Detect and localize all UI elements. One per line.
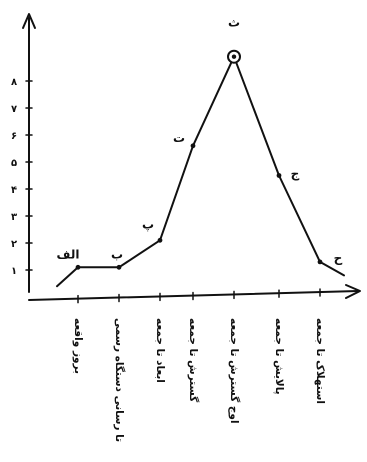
point-label: الف xyxy=(57,247,80,261)
y-axis-arrowhead xyxy=(22,13,36,29)
stage-label-line: استهلاک تا جمعه xyxy=(314,318,326,404)
stage-label-line: تا رسانی دستگاه رسمی xyxy=(113,318,126,442)
y-tick-label: ۴ xyxy=(11,185,17,196)
stage-label: پالایش تا جمعه xyxy=(273,318,285,395)
stage-label: اوج گسترش تا جمعه xyxy=(228,318,241,424)
stage-label-line: گسترش تا جمعه xyxy=(187,318,200,403)
x-ticks xyxy=(77,288,321,304)
y-tick-label: ۵ xyxy=(11,158,17,169)
curve-point xyxy=(190,143,196,149)
y-tick-label: ٧ xyxy=(11,104,17,115)
point-label: ب xyxy=(111,247,123,261)
y-tick-label: ۶ xyxy=(11,131,17,142)
x-axis xyxy=(28,284,361,304)
point-label: ث xyxy=(228,16,240,30)
stage-label: بروز واقعه xyxy=(72,318,84,374)
curve-layer xyxy=(56,49,345,288)
stage-label-line: ابعاد تا جمعه xyxy=(154,318,166,383)
y-axis: ١ ٢ ٣ ۴ ۵ ۶ ٧ ٨ xyxy=(11,13,36,293)
y-tick-label: ٢ xyxy=(11,239,17,250)
y-tick-label: ٨ xyxy=(11,77,17,88)
point-label: ج xyxy=(291,167,300,181)
point-label: پ xyxy=(142,217,154,231)
point-label: ح xyxy=(334,251,343,265)
stage-label: ابعاد تا جمعه xyxy=(154,318,166,383)
peak-point-dot xyxy=(231,54,237,59)
y-tick-label: ١ xyxy=(11,266,17,277)
point-label: ت xyxy=(173,131,185,145)
curve-point xyxy=(116,264,122,270)
point-labels: الف ب پ ت ث ج ح xyxy=(57,16,343,265)
stage-label-line: بروز واقعه xyxy=(72,318,84,374)
y-tick-label: ٣ xyxy=(11,212,17,223)
stage-label-line: پالایش تا جمعه xyxy=(273,318,285,395)
stage-label: تا رسانی دستگاه رسمی xyxy=(113,318,126,442)
stage-label: استهلاک تا جمعه xyxy=(314,318,326,404)
stage-label: گسترش تا جمعه xyxy=(187,318,200,403)
curve-point xyxy=(157,237,163,243)
curve-point xyxy=(276,173,282,178)
y-ticks: ١ ٢ ٣ ۴ ۵ ۶ ٧ ٨ xyxy=(11,77,33,277)
stage-labels: بروز واقعه تا رسانی دستگاه رسمی ابعاد تا ج… xyxy=(72,318,326,442)
curve-point xyxy=(75,264,81,270)
lifecycle-curve xyxy=(56,55,345,288)
x-axis-arrowhead xyxy=(345,284,361,299)
curve-point xyxy=(317,259,323,265)
stage-label-line: اوج گسترش تا جمعه xyxy=(228,318,241,424)
